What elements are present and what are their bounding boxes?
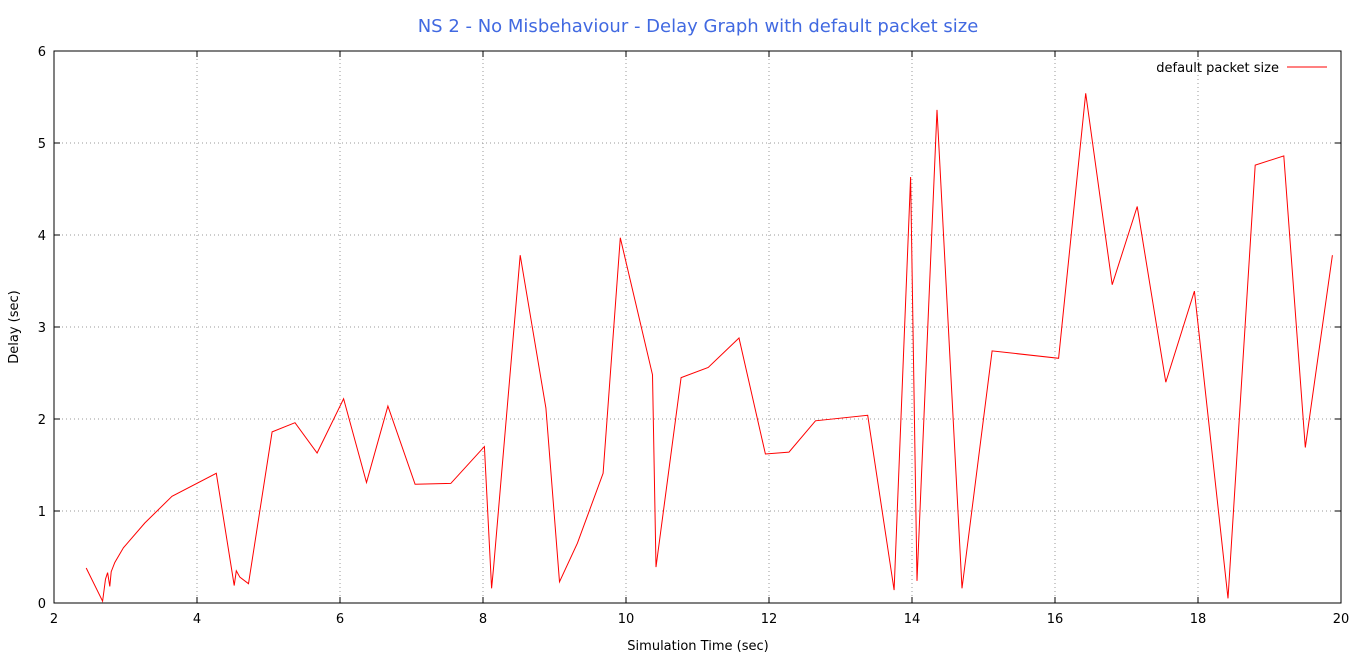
x-tick-label: 6 — [336, 612, 344, 627]
x-tick-label: 8 — [479, 612, 487, 627]
x-axis-label: Simulation Time (sec) — [627, 639, 768, 654]
legend: default packet size — [1156, 61, 1327, 76]
plot-border — [53, 50, 1342, 604]
x-tick-label: 10 — [618, 612, 635, 627]
x-tick-label: 20 — [1333, 612, 1350, 627]
y-tick-label: 3 — [38, 321, 46, 336]
y-tick-label: 2 — [38, 413, 46, 428]
y-tick-label: 0 — [38, 597, 46, 612]
x-tick-label: 14 — [904, 612, 921, 627]
series-group — [85, 93, 1333, 603]
y-tick-labels: 0 1 2 3 4 5 6 — [38, 45, 46, 612]
series-line-default-packet-size — [85, 93, 1333, 603]
chart-title: NS 2 - No Misbehaviour - Delay Graph wit… — [418, 16, 979, 37]
y-tick-label: 5 — [38, 137, 46, 152]
x-tick-label: 4 — [193, 612, 201, 627]
x-tick-label: 12 — [761, 612, 778, 627]
x-tick-label: 2 — [50, 612, 58, 627]
axis-ticks — [53, 50, 1342, 604]
y-tick-label: 4 — [38, 229, 46, 244]
y-axis-label: Delay (sec) — [7, 290, 22, 363]
x-tick-label: 16 — [1047, 612, 1064, 627]
x-tick-label: 18 — [1190, 612, 1207, 627]
y-tick-label: 1 — [38, 505, 46, 520]
grid — [54, 51, 1341, 603]
y-tick-label: 6 — [38, 45, 46, 60]
x-tick-labels: 2 4 6 8 10 12 14 16 18 20 — [50, 612, 1349, 627]
legend-label: default packet size — [1156, 61, 1279, 76]
